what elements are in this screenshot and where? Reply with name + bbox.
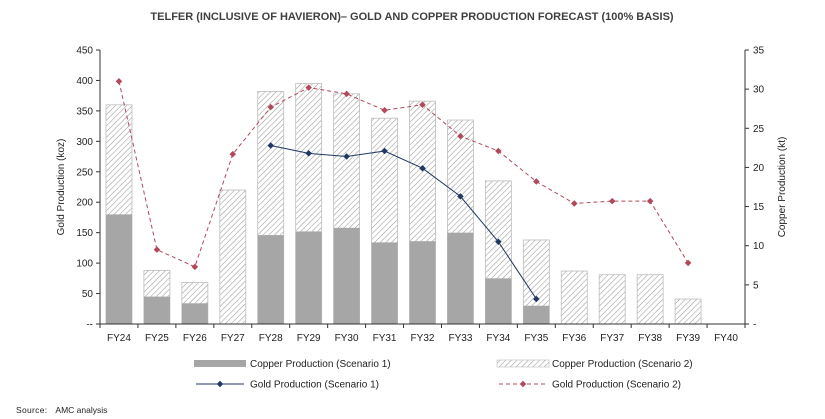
point-gold-scenario-2 [229,150,237,158]
point-gold-scenario-1 [419,164,426,172]
point-gold-scenario-1 [381,147,388,155]
x-tick-label: FY30 [335,333,359,344]
right-tick-label: 30 [753,85,765,96]
legend-label-copper-scenario-2: Copper Production (Scenario 2) [552,359,693,370]
legend-label-gold-scenario-2: Gold Production (Scenario 2) [552,380,681,391]
point-gold-scenario-2 [571,200,578,207]
point-gold-scenario-1 [305,150,312,157]
legend-swatch-copper-scenario-2 [496,359,550,368]
bar-copper-scenario-1 [447,232,474,324]
left-tick-label: 50 [82,289,94,300]
x-tick-label: FY35 [524,333,548,344]
bar-copper-scenario-2 [219,189,247,325]
y-axis-label: Gold Production (koz) [56,139,67,236]
x-tick-label: FY37 [600,333,624,344]
x-tick-label: FY24 [107,333,131,344]
point-gold-scenario-1 [457,193,464,200]
point-gold-scenario-2 [381,107,388,114]
point-gold-scenario-2 [153,246,161,253]
point-gold-scenario-2 [115,78,123,85]
x-tick-label: FY29 [297,333,321,344]
x-tick-label: FY33 [448,333,472,344]
bar-copper-scenario-1 [295,231,322,324]
point-gold-scenario-2 [533,178,540,185]
legend-marker-gold-scenario-2 [519,380,527,388]
legend-label-copper-scenario-1: Copper Production (Scenario 1) [250,359,391,370]
x-tick-label: FY34 [486,333,510,344]
x-tick-label: FY39 [676,333,700,344]
source-note: Source: AMC analysis [16,405,107,415]
right-tick-label: 35 [753,46,765,57]
bar-copper-scenario-1 [181,303,208,324]
x-tick-label: FY26 [183,333,207,344]
x-tick-label: FY31 [373,333,397,344]
left-tick-label: 150 [76,228,93,239]
left-tick-label: 450 [76,46,93,57]
bar-copper-scenario-1 [143,296,170,324]
x-tick-label: FY28 [259,333,283,344]
left-tick-label: 200 [76,198,93,209]
right-tick-label: 25 [753,124,765,135]
left-tick-label: 400 [76,76,93,87]
x-tick-label: FY38 [638,333,662,344]
bar-copper-scenario-1 [485,278,512,324]
point-gold-scenario-1 [267,142,274,149]
point-gold-scenario-1 [533,295,540,303]
point-gold-scenario-2 [495,147,502,155]
bar-copper-scenario-1 [523,305,550,324]
bar-copper-scenario-2 [560,270,588,325]
point-gold-scenario-2 [457,132,464,140]
right-tick-label: - [753,320,756,331]
chart-title: TELFER (INCLUSIVE OF HAVIERON)– GOLD AND… [150,11,673,23]
x-tick-label: FY27 [221,333,245,344]
left-tick-label: 250 [76,167,93,178]
bar-copper-scenario-1 [409,241,436,324]
bar-copper-scenario-2 [636,274,664,325]
bar-copper-scenario-1 [333,227,360,324]
bar-copper-scenario-1 [371,242,398,324]
bar-copper-scenario-1 [105,214,132,324]
legend-swatch-copper-scenario-1 [194,360,246,367]
source-text: AMC analysis [55,405,108,415]
point-gold-scenario-1 [495,238,502,246]
left-tick-label: 300 [76,137,93,148]
left-tick-label: 350 [76,106,93,117]
source-label: Source: [16,405,48,415]
point-gold-scenario-1 [343,153,350,160]
x-tick-label: FY40 [714,333,738,344]
y2-axis-label: Copper Production (kt) [777,137,788,238]
legend-label-gold-scenario-1: Gold Production (Scenario 1) [250,380,379,391]
legend-marker-gold-scenario-1 [216,380,224,388]
left-tick-label: -- [86,320,93,331]
x-tick-label: FY32 [411,333,435,344]
right-tick-label: 10 [753,241,765,252]
right-tick-label: 5 [753,280,759,291]
bar-copper-scenario-2 [598,274,626,325]
point-gold-scenario-2 [191,263,199,271]
x-tick-label: FY25 [145,333,169,344]
bar-copper-scenario-2 [674,298,702,325]
point-gold-scenario-2 [646,197,654,205]
right-tick-label: 20 [753,163,765,174]
bar-copper-scenario-1 [257,235,284,324]
x-tick-label: FY36 [562,333,586,344]
right-tick-label: 15 [753,202,765,213]
line-gold-scenario-1 [270,145,537,300]
point-gold-scenario-2 [684,259,692,267]
left-tick-label: 100 [76,259,93,270]
point-gold-scenario-2 [608,197,616,205]
line-gold-scenario-2 [118,81,689,268]
point-gold-scenario-2 [343,90,350,98]
